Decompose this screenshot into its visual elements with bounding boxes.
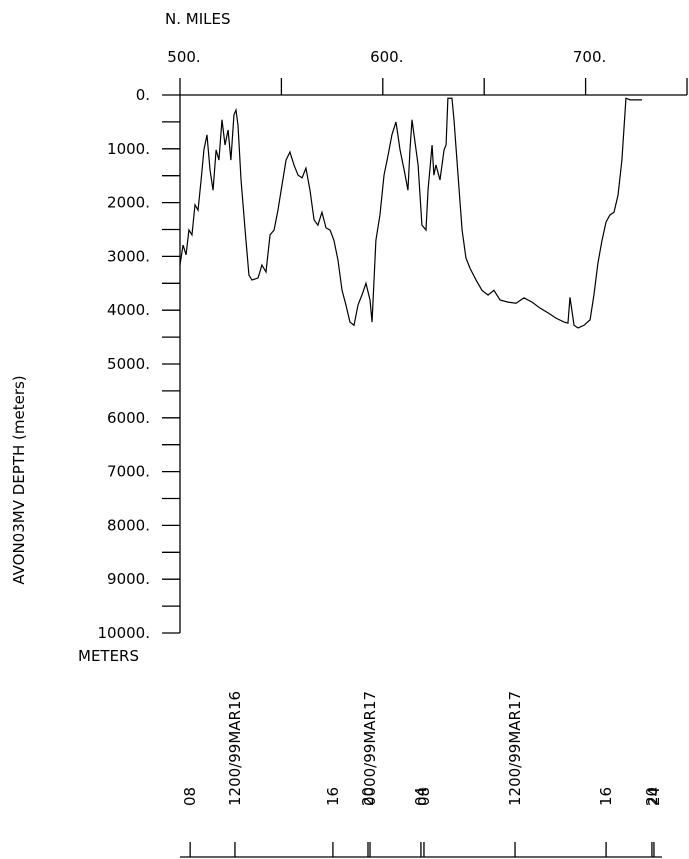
time-label: 08 bbox=[181, 787, 199, 806]
time-label: 04 bbox=[412, 787, 430, 806]
time-label: 1200/99MAR16 bbox=[226, 691, 244, 806]
time-label: 20 bbox=[643, 787, 661, 806]
time-label: 16 bbox=[324, 787, 342, 806]
y-tick-label: 4000. bbox=[107, 301, 150, 319]
y-tick-label: 5000. bbox=[107, 355, 150, 373]
y-axis-title: AVON03MV DEPTH (meters) bbox=[10, 375, 28, 584]
time-label: 0000/99MAR17 bbox=[361, 691, 379, 806]
y-tick-label: 6000. bbox=[107, 409, 150, 427]
y-unit-label: METERS bbox=[78, 647, 139, 665]
y-tick-label: 8000. bbox=[107, 516, 150, 534]
x-axis-title: N. MILES bbox=[165, 10, 230, 28]
y-tick-label: 2000. bbox=[107, 194, 150, 212]
y-tick-label: 3000. bbox=[107, 247, 150, 265]
y-tick-label: 0. bbox=[136, 86, 150, 104]
y-tick-label: 9000. bbox=[107, 570, 150, 588]
depth-line bbox=[179, 97, 642, 329]
time-label: 24 bbox=[645, 787, 663, 806]
time-label: 20 bbox=[359, 787, 377, 806]
time-label: 08 bbox=[415, 787, 433, 806]
y-tick-label: 10000. bbox=[98, 624, 151, 642]
y-tick-label: 7000. bbox=[107, 463, 150, 481]
y-tick-label: 1000. bbox=[107, 140, 150, 158]
x-tick-label: 600. bbox=[370, 48, 403, 66]
x-tick-label: 500. bbox=[167, 48, 200, 66]
x-tick-label: 700. bbox=[573, 48, 606, 66]
time-label: 16 bbox=[597, 787, 615, 806]
time-label: 1200/99MAR17 bbox=[506, 691, 524, 806]
